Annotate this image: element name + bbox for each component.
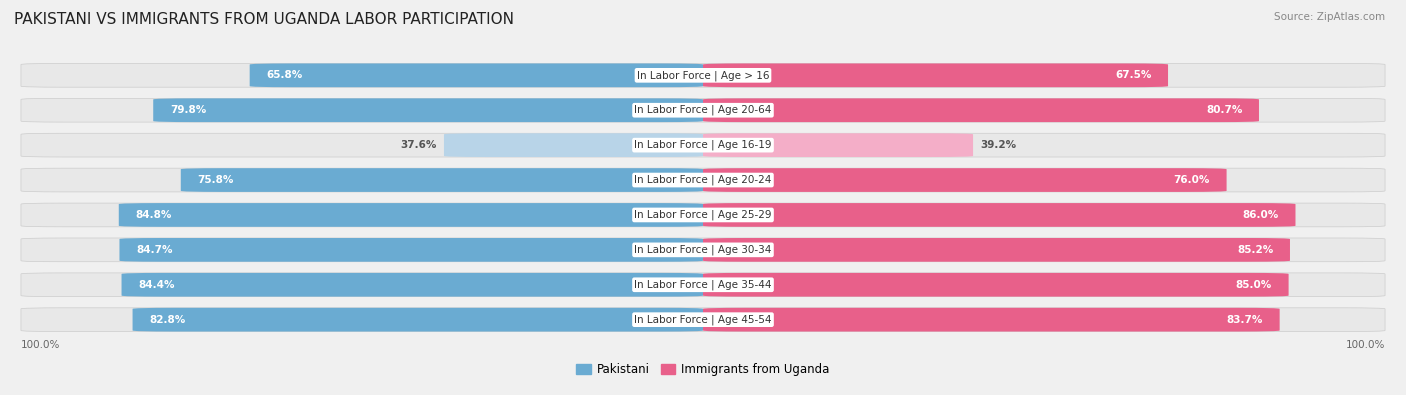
Text: Source: ZipAtlas.com: Source: ZipAtlas.com [1274,12,1385,22]
Text: In Labor Force | Age > 16: In Labor Force | Age > 16 [637,70,769,81]
Text: 100.0%: 100.0% [21,340,60,350]
FancyBboxPatch shape [21,168,1385,192]
Text: In Labor Force | Age 25-29: In Labor Force | Age 25-29 [634,210,772,220]
Text: In Labor Force | Age 45-54: In Labor Force | Age 45-54 [634,314,772,325]
FancyBboxPatch shape [703,64,1168,87]
FancyBboxPatch shape [21,308,1385,331]
Text: 100.0%: 100.0% [1346,340,1385,350]
Text: 84.4%: 84.4% [138,280,174,290]
FancyBboxPatch shape [153,98,703,122]
FancyBboxPatch shape [250,64,703,87]
FancyBboxPatch shape [703,308,1279,331]
Text: PAKISTANI VS IMMIGRANTS FROM UGANDA LABOR PARTICIPATION: PAKISTANI VS IMMIGRANTS FROM UGANDA LABO… [14,12,515,27]
Text: 39.2%: 39.2% [980,140,1017,150]
Text: 82.8%: 82.8% [149,315,186,325]
FancyBboxPatch shape [703,273,1289,297]
FancyBboxPatch shape [21,98,1385,122]
FancyBboxPatch shape [21,64,1385,87]
Text: 67.5%: 67.5% [1115,70,1152,80]
FancyBboxPatch shape [21,203,1385,227]
FancyBboxPatch shape [21,273,1385,297]
FancyBboxPatch shape [703,203,1295,227]
FancyBboxPatch shape [444,133,703,157]
Text: 80.7%: 80.7% [1206,105,1243,115]
Text: In Labor Force | Age 30-34: In Labor Force | Age 30-34 [634,245,772,255]
FancyBboxPatch shape [118,203,703,227]
Text: In Labor Force | Age 35-44: In Labor Force | Age 35-44 [634,280,772,290]
FancyBboxPatch shape [703,98,1258,122]
Text: 37.6%: 37.6% [401,140,437,150]
Text: 75.8%: 75.8% [197,175,233,185]
FancyBboxPatch shape [21,133,1385,157]
Text: 85.0%: 85.0% [1236,280,1272,290]
Text: 76.0%: 76.0% [1174,175,1211,185]
FancyBboxPatch shape [181,168,703,192]
FancyBboxPatch shape [703,238,1289,262]
Legend: Pakistani, Immigrants from Uganda: Pakistani, Immigrants from Uganda [572,358,834,381]
FancyBboxPatch shape [132,308,703,331]
FancyBboxPatch shape [121,273,703,297]
FancyBboxPatch shape [21,238,1385,262]
Text: 85.2%: 85.2% [1237,245,1274,255]
Text: 83.7%: 83.7% [1226,315,1263,325]
Text: 86.0%: 86.0% [1243,210,1279,220]
Text: In Labor Force | Age 16-19: In Labor Force | Age 16-19 [634,140,772,150]
Text: 65.8%: 65.8% [266,70,302,80]
FancyBboxPatch shape [703,168,1226,192]
FancyBboxPatch shape [120,238,703,262]
Text: In Labor Force | Age 20-24: In Labor Force | Age 20-24 [634,175,772,185]
Text: In Labor Force | Age 20-64: In Labor Force | Age 20-64 [634,105,772,115]
Text: 79.8%: 79.8% [170,105,207,115]
FancyBboxPatch shape [703,133,973,157]
Text: 84.7%: 84.7% [136,245,173,255]
Text: 84.8%: 84.8% [135,210,172,220]
